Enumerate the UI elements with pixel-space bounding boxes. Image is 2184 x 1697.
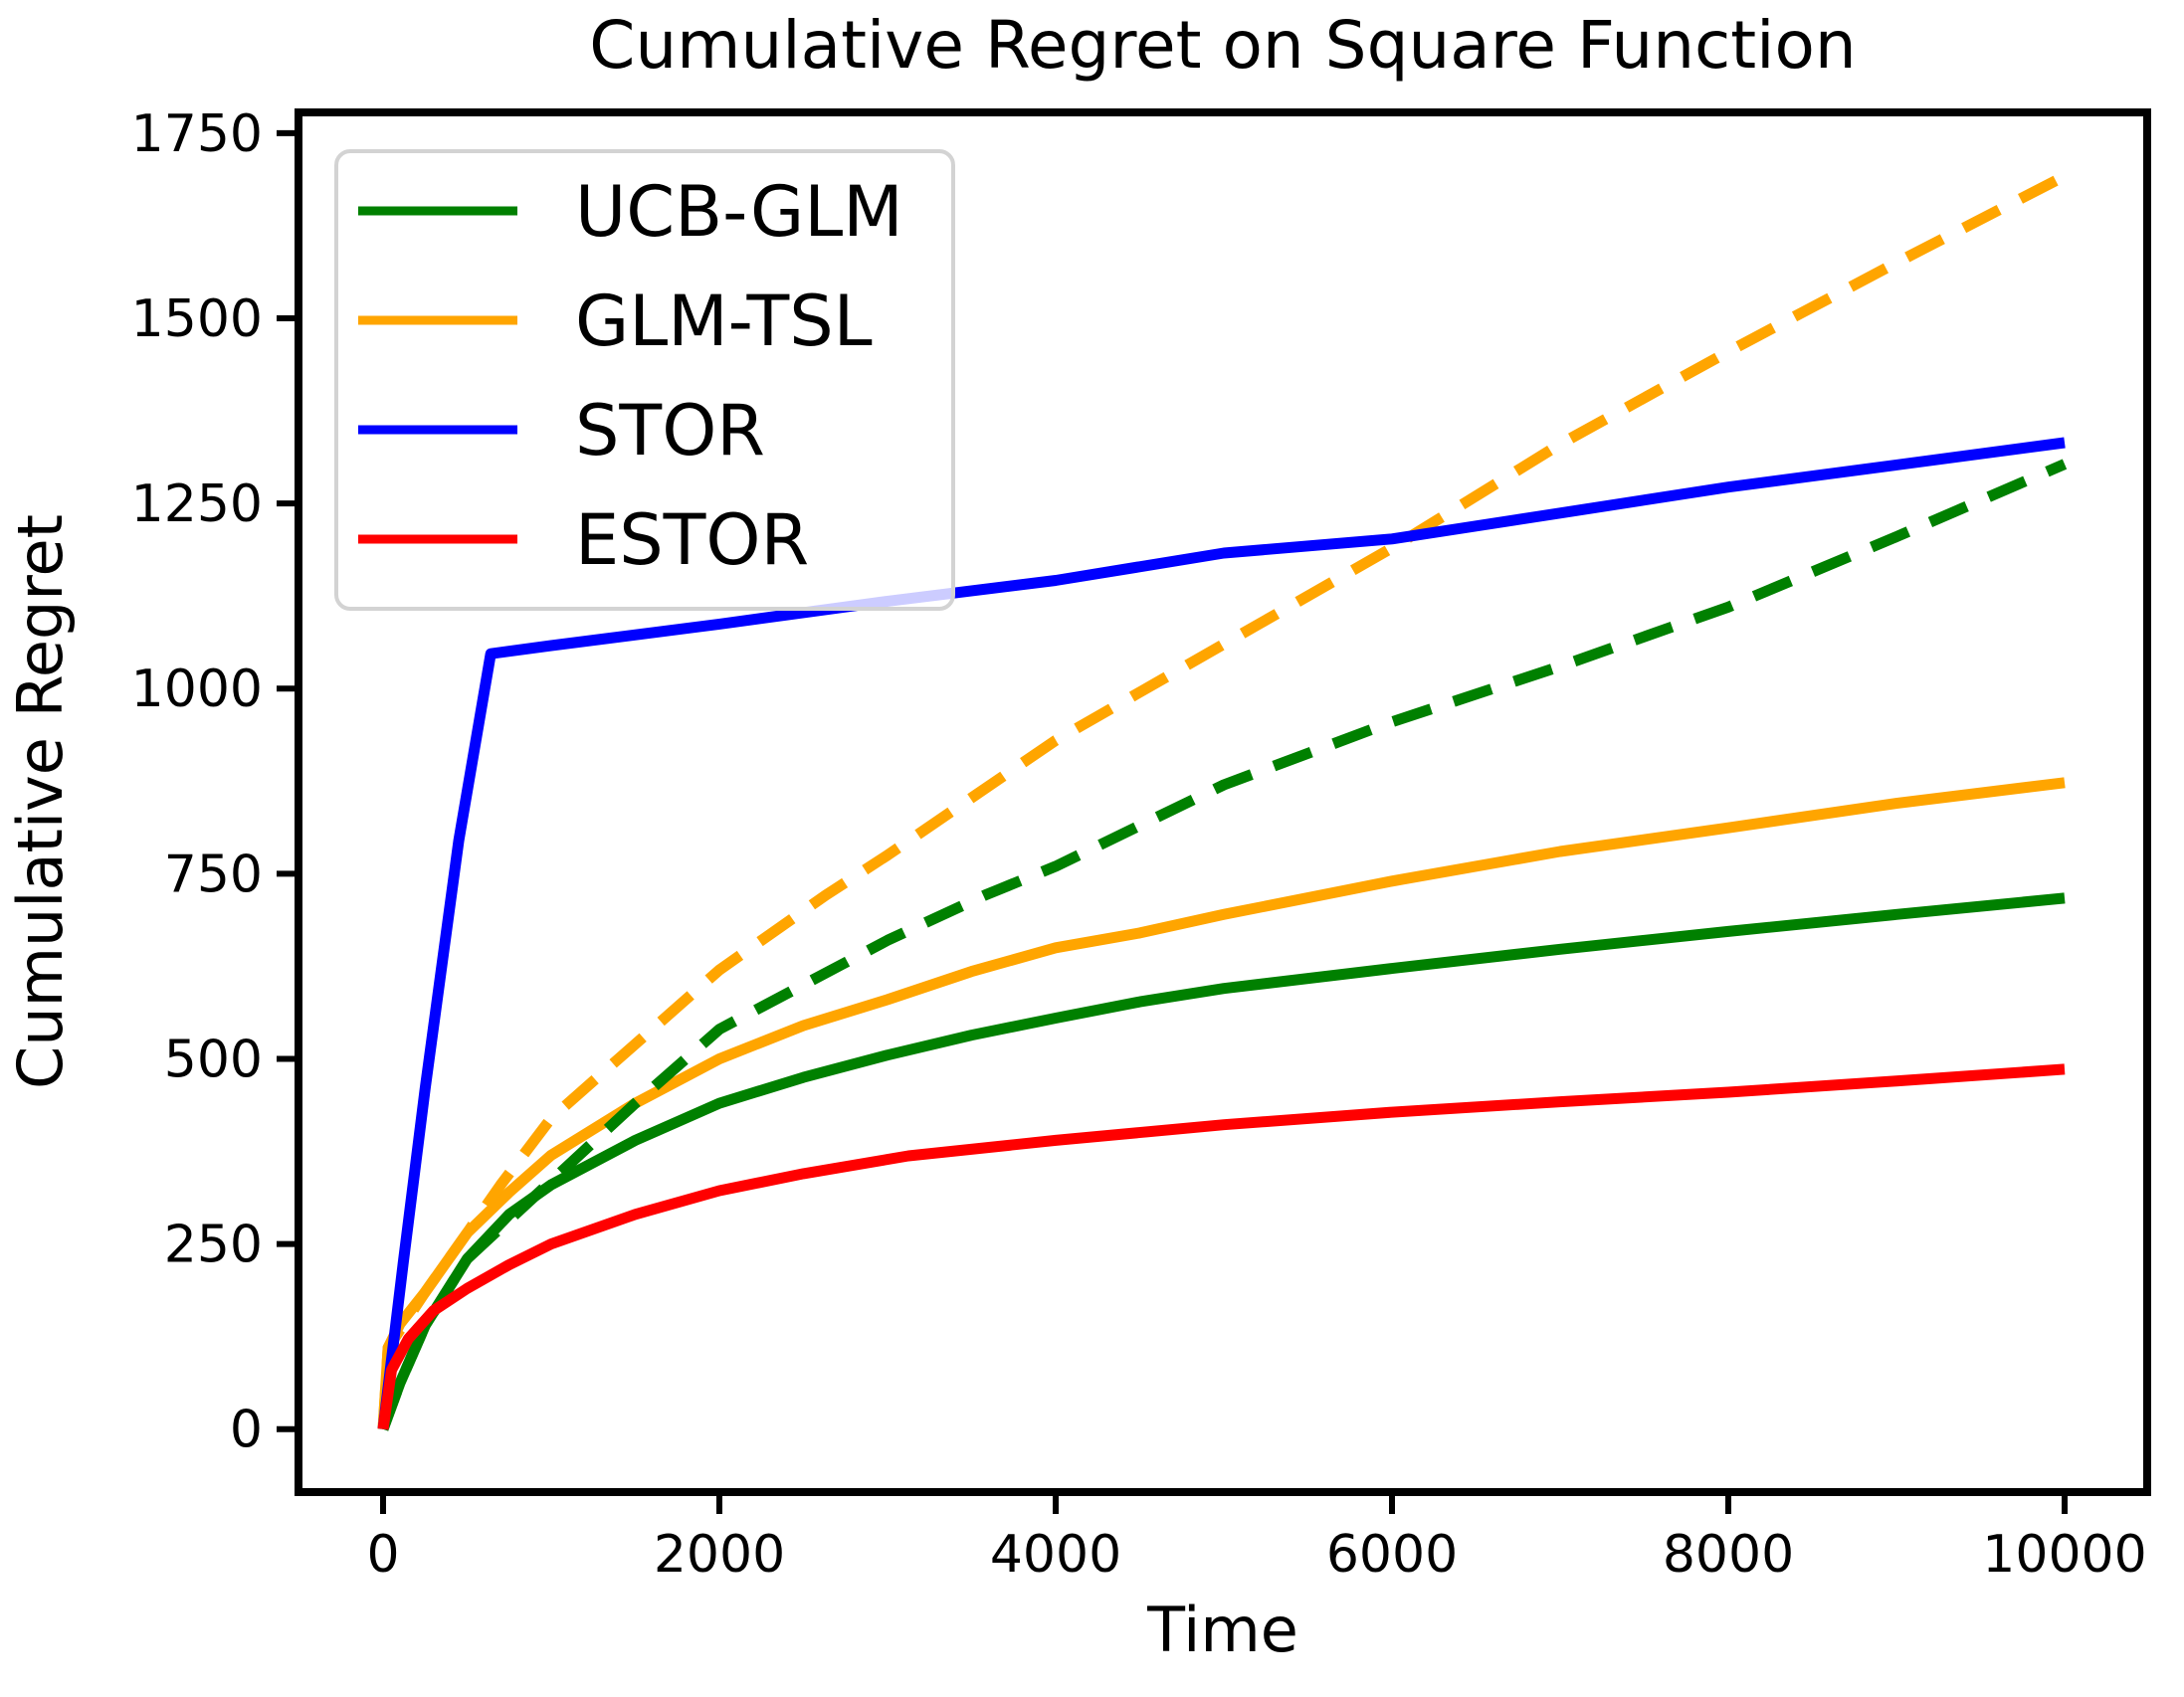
- x-tick-label: 2000: [654, 1525, 785, 1585]
- axes-spines: [295, 108, 2151, 1496]
- legend-label-glm-tsl: GLM-TSL: [575, 281, 873, 362]
- legend-item-ucb-glm: UCB-GLM: [358, 171, 903, 253]
- x-axis-label: Time: [1146, 1594, 1298, 1666]
- legend-box: [334, 149, 955, 611]
- y-tick-label: 1250: [131, 474, 263, 534]
- y-axis-label: Cumulative Regret: [4, 514, 77, 1089]
- legend-label-stor: STOR: [575, 390, 765, 471]
- legend-item-estor: ESTOR: [358, 499, 809, 581]
- y-tick-label: 1750: [131, 104, 263, 164]
- legend-label-ucb-glm: UCB-GLM: [575, 171, 903, 253]
- chart-title: Cumulative Regret on Square Function: [589, 7, 1856, 84]
- y-tick-label: 0: [230, 1401, 263, 1460]
- y-axis-ticks: 0 250 500 750 1000 1250 1500 1750: [131, 104, 298, 1460]
- legend-item-stor: STOR: [358, 390, 765, 471]
- x-axis-ticks: 0 2000 4000 6000 8000 10000: [366, 1492, 2147, 1585]
- y-tick-label: 750: [164, 845, 263, 904]
- series-line-glm-tsl-dashed: [377, 171, 2068, 1430]
- y-tick-label: 500: [164, 1030, 263, 1089]
- x-tick-label: 0: [366, 1525, 399, 1585]
- series-line-ucb-glm: [377, 892, 2066, 1431]
- y-tick-label: 1000: [131, 660, 263, 719]
- x-tick-label: 4000: [990, 1525, 1121, 1585]
- x-tick-label: 10000: [1982, 1525, 2146, 1585]
- legend-label-estor: ESTOR: [575, 499, 809, 581]
- x-tick-label: 6000: [1326, 1525, 1458, 1585]
- series-line-estor: [377, 1063, 2066, 1430]
- y-tick-label: 1500: [131, 289, 263, 349]
- y-tick-label: 250: [164, 1216, 263, 1275]
- series-line-ucb-glm-dashed: [377, 459, 2068, 1431]
- x-tick-label: 8000: [1663, 1525, 1794, 1585]
- legend: UCB-GLM GLM-TSL STOR ESTOR: [334, 149, 955, 611]
- legend-item-glm-tsl: GLM-TSL: [358, 281, 873, 362]
